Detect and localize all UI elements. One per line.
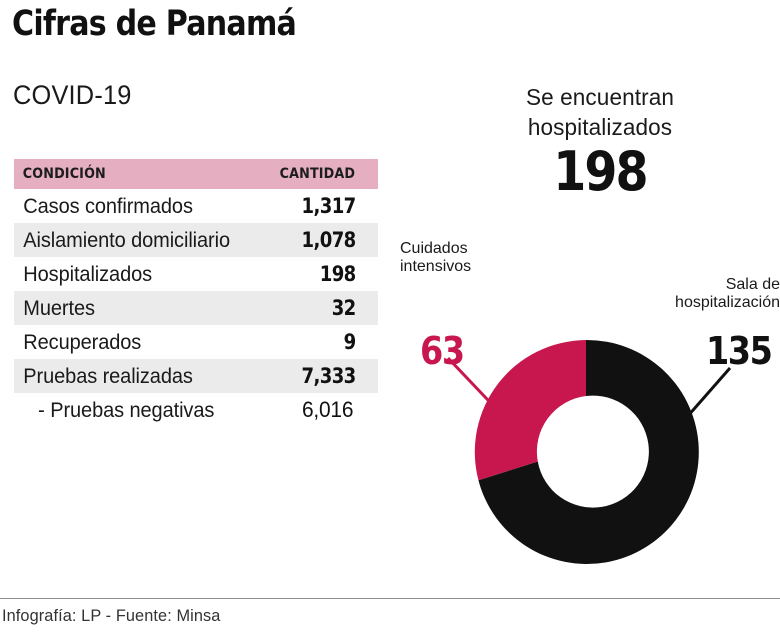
- hospitalized-line-1: Se encuentran: [525, 84, 674, 110]
- donut-chart: Cuidados intensivos 63 Sala de hospitali…: [400, 240, 780, 580]
- row-value: 198: [319, 262, 357, 286]
- donut-label-ward: Sala de hospitalización: [400, 276, 780, 312]
- donut-slice-icu: [474, 340, 586, 481]
- page-subtitle: COVID-19: [13, 80, 132, 110]
- row-value: 6,016: [301, 397, 354, 422]
- row-label: Aislamiento domiciliario: [23, 227, 230, 252]
- donut-value-icu: 63: [420, 329, 465, 373]
- footer-credit: Infografía: LP - Fuente: Minsa: [2, 606, 221, 625]
- page-title: Cifras de Panamá: [12, 4, 297, 44]
- row-label: - Pruebas negativas: [38, 397, 215, 422]
- donut-label-icu-line-1: Cuidados: [400, 240, 468, 257]
- donut-label-ward-line-2: hospitalización: [675, 294, 780, 311]
- donut-slice-ward: [478, 339, 699, 564]
- row-label: Recuperados: [23, 329, 142, 354]
- table-row: Aislamiento domiciliario 1,078: [14, 223, 378, 257]
- table-body: Casos confirmados 1,317 Aislamiento domi…: [14, 189, 378, 427]
- table-row: Hospitalizados 198: [14, 257, 378, 291]
- row-label: Pruebas realizadas: [23, 363, 193, 388]
- donut-label-icu: Cuidados intensivos: [400, 240, 780, 276]
- donut-label-ward-line-1: Sala de: [725, 276, 780, 293]
- footer-divider: [0, 598, 780, 599]
- leader-line-ward: [678, 367, 732, 426]
- hospitalized-total: 198: [553, 140, 648, 203]
- row-value: 32: [331, 296, 357, 320]
- table-row: Recuperados 9: [14, 325, 378, 359]
- hospitalized-summary: Se encuentran hospitalizados 198: [420, 82, 780, 200]
- hospitalized-line-2: hospitalizados: [527, 114, 673, 140]
- column-header-quantity: CANTIDAD: [279, 166, 356, 182]
- row-label: Muertes: [23, 295, 95, 320]
- donut-chart-svg: [446, 339, 732, 564]
- row-label: Casos confirmados: [23, 193, 193, 218]
- table-row: - Pruebas negativas 6,016: [14, 393, 378, 427]
- table-header-row: CONDICIÓN CANTIDAD: [14, 159, 378, 189]
- column-header-condition: CONDICIÓN: [22, 166, 106, 182]
- row-label: Hospitalizados: [23, 261, 153, 286]
- leader-line-icu: [446, 356, 507, 420]
- row-value: 1,078: [301, 228, 357, 252]
- stats-table: CONDICIÓN CANTIDAD Casos confirmados 1,3…: [14, 159, 378, 427]
- donut-label-icu-line-2: intensivos: [400, 258, 472, 275]
- row-value: 7,333: [301, 364, 357, 388]
- table-row: Muertes 32: [14, 291, 378, 325]
- donut-value-ward: 135: [706, 329, 773, 373]
- table-row: Casos confirmados 1,317: [14, 189, 378, 223]
- row-value: 9: [343, 330, 357, 354]
- table-row: Pruebas realizadas 7,333: [14, 359, 378, 393]
- row-value: 1,317: [301, 194, 357, 218]
